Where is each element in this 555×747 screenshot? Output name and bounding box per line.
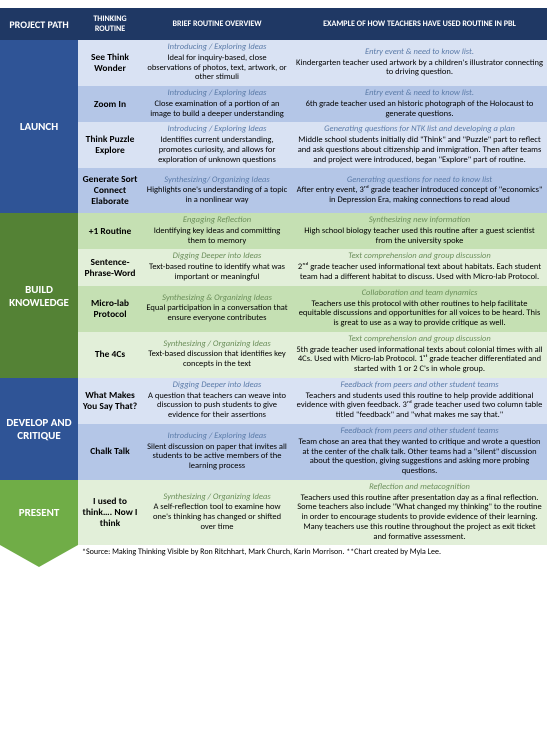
overview-text: Close examination of a portion of an ima… <box>146 100 288 120</box>
example-text: Kindergarten teacher used artwork by a c… <box>296 59 543 79</box>
routine-sentence-phrase-word: Sentence-Phrase-Word <box>78 249 142 285</box>
overview-cell: Introducing / Exploring IdeasIdentifies … <box>142 122 292 168</box>
overview-subhead: Introducing / Exploring Ideas <box>168 43 267 53</box>
example-cell: Entry event & need to know list.6th grad… <box>292 86 547 122</box>
example-cell: Entry event & need to know list.Kinderga… <box>292 40 547 86</box>
routine-see-think-wonder: See Think Wonder <box>78 40 142 86</box>
example-subhead: Reflection and metacognition <box>369 483 470 493</box>
header-example: EXAMPLE OF HOW TEACHERS HAVE USED ROUTIN… <box>292 8 547 40</box>
routine-zoom-in: Zoom In <box>78 86 142 122</box>
example-cell: Feedback from peers and other student te… <box>292 424 547 480</box>
overview-cell: Introducing / Exploring IdeasClose exami… <box>142 86 292 122</box>
routine-plus1: +1 Routine <box>78 213 142 249</box>
pbl-routines-table: PROJECT PATH THINKING ROUTINE BRIEF ROUT… <box>0 8 547 545</box>
overview-text: A self-reflection tool to examine how on… <box>146 503 288 532</box>
overview-cell: Digging Deeper into IdeasText-based rout… <box>142 249 292 285</box>
example-text: 2ⁿᵈ grade teacher used informational tex… <box>296 263 543 283</box>
example-subhead: Entry event & need to know list. <box>365 48 474 58</box>
example-cell: Synthesizing new informationHigh school … <box>292 213 547 249</box>
overview-text: Text-based discussion that identifies ke… <box>146 350 288 370</box>
overview-subhead: Synthesizing / Organizing Ideas <box>163 493 270 503</box>
overview-cell: Introducing / Exploring IdeasSilent disc… <box>142 424 292 480</box>
example-text: 6th grade teacher used an historic photo… <box>296 100 543 120</box>
path-launch: LAUNCH <box>0 40 78 213</box>
example-subhead: Entry event & need to know list. <box>365 89 474 99</box>
example-subhead: Feedback from peers and other student te… <box>340 427 498 437</box>
example-cell: Text comprehension and group discussion2… <box>292 249 547 285</box>
example-cell: Generating questions for need to know li… <box>292 168 547 213</box>
overview-subhead: Synthesizing/ Organizing Ideas <box>164 176 269 186</box>
overview-text: Silent discussion on paper that invites … <box>146 443 288 472</box>
example-text: After entry event, 3ʳᵈ grade teacher int… <box>296 186 543 206</box>
example-cell: Generating questions for NTK list and de… <box>292 122 547 168</box>
routine-think-puzzle-explore: Think Puzzle Explore <box>78 122 142 168</box>
routine-4cs: The 4Cs <box>78 332 142 378</box>
header-overview: BRIEF ROUTINE OVERVIEW <box>142 8 292 40</box>
path-build: BUILD KNOWLEDGE <box>0 213 78 378</box>
routine-generate-sort-connect-elaborate: Generate Sort Connect Elaborate <box>78 168 142 213</box>
header-routine: THINKING ROUTINE <box>78 8 142 40</box>
overview-text: Equal participation in a conversation th… <box>146 304 288 324</box>
overview-cell: Synthesizing/ Organizing IdeasHighlights… <box>142 168 292 213</box>
overview-subhead: Introducing / Exploring Ideas <box>168 125 267 135</box>
example-cell: Collaboration and team dynamicsTeachers … <box>292 286 547 332</box>
example-subhead: Feedback from peers and other student te… <box>340 381 498 391</box>
example-cell: Reflection and metacognitionTeachers use… <box>292 480 547 546</box>
overview-text: Identifies current understanding, promot… <box>146 136 288 165</box>
example-subhead: Synthesizing new information <box>369 216 470 226</box>
example-subhead: Generating questions for NTK list and de… <box>324 125 515 135</box>
example-text: Middle school students initially did "Th… <box>296 136 543 165</box>
path-present: PRESENT <box>0 480 78 546</box>
source-citation: *Source: Making Thinking Visible by Ron … <box>78 545 441 557</box>
example-cell: Feedback from peers and other student te… <box>292 378 547 424</box>
example-text: High school biology teacher used this ro… <box>296 227 543 247</box>
overview-text: A question that teachers can weave into … <box>146 392 288 421</box>
overview-cell: Synthesizing / Organizing IdeasText-base… <box>142 332 292 378</box>
example-subhead: Text comprehension and group discussion <box>348 252 491 262</box>
path-develop: DEVELOP AND CRITIQUE <box>0 378 78 480</box>
overview-subhead: Digging Deeper into Ideas <box>173 252 262 262</box>
overview-cell: Introducing / Exploring IdeasIdeal for i… <box>142 40 292 86</box>
routine-used-to-think: I used to think…. Now I think <box>78 480 142 546</box>
example-text: Team chose an area that they wanted to c… <box>296 438 543 477</box>
overview-text: Highlights one's understanding of a topi… <box>146 186 288 206</box>
arrow-down-icon <box>0 545 78 567</box>
overview-text: Ideal for inquiry-based, close observati… <box>146 54 288 83</box>
example-text: Teachers and students used this routine … <box>296 392 543 421</box>
overview-text: Identifying key ideas and committing the… <box>146 227 288 247</box>
example-subhead: Generating questions for need to know li… <box>347 176 492 186</box>
overview-cell: Digging Deeper into IdeasA question that… <box>142 378 292 424</box>
overview-subhead: Synthesizing / Organizing Ideas <box>163 340 270 350</box>
example-text: Teachers used this routine after present… <box>296 494 543 543</box>
overview-cell: Synthesizing & Organizing IdeasEqual par… <box>142 286 292 332</box>
overview-subhead: Engaging Reflection <box>183 216 251 226</box>
overview-cell: Synthesizing / Organizing IdeasA self-re… <box>142 480 292 546</box>
example-text: 5th grade teacher used informational tex… <box>296 346 543 375</box>
overview-subhead: Synthesizing & Organizing Ideas <box>162 294 272 304</box>
routine-wmyst: What Makes You Say That? <box>78 378 142 424</box>
example-subhead: Text comprehension and group discussion <box>348 335 491 345</box>
overview-cell: Engaging ReflectionIdentifying key ideas… <box>142 213 292 249</box>
example-subhead: Collaboration and team dynamics <box>362 289 478 299</box>
overview-subhead: Introducing / Exploring Ideas <box>168 432 267 442</box>
example-cell: Text comprehension and group discussion5… <box>292 332 547 378</box>
header-path: PROJECT PATH <box>0 8 78 40</box>
overview-subhead: Digging Deeper into Ideas <box>173 381 262 391</box>
overview-subhead: Introducing / Exploring Ideas <box>168 89 267 99</box>
example-text: Teachers use this protocol with other ro… <box>296 300 543 329</box>
routine-microlab: Micro-lab Protocol <box>78 286 142 332</box>
overview-text: Text-based routine to identify what was … <box>146 263 288 283</box>
routine-chalk-talk: Chalk Talk <box>78 424 142 480</box>
